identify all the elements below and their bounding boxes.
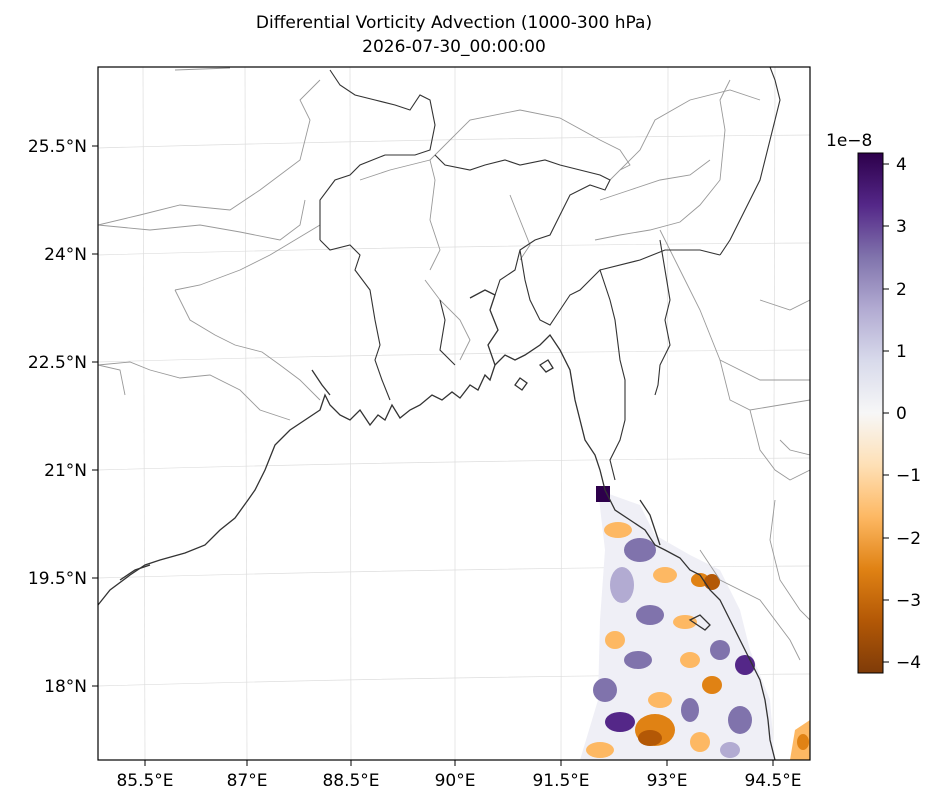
chart-subtitle-timestamp: 2026-07-30_00:00:00: [362, 37, 546, 57]
colorbar-tick-label: −3: [896, 591, 921, 611]
lon-tick-label: 85.5°E: [116, 771, 173, 791]
colorbar-tick-label: 0: [896, 404, 907, 424]
colorbar-exponent-label: 1e−8: [826, 131, 872, 151]
colorbar-tick-label: 2: [896, 280, 907, 300]
borders: [98, 67, 810, 661]
lat-tick-label: 24°N: [44, 245, 87, 265]
lat-tick-label: 18°N: [44, 677, 87, 697]
colorbar-tick-label: −4: [896, 653, 921, 673]
gridlines: [98, 67, 810, 760]
lon-tick-label: 87°E: [227, 771, 268, 791]
colorbar-tick-label: 3: [896, 217, 907, 237]
colorbar-tick-label: −1: [896, 466, 921, 486]
lat-tick-label: 22.5°N: [28, 353, 87, 373]
lon-tick-label: 91.5°E: [532, 771, 589, 791]
colorbar-gradient: [857, 152, 884, 674]
coastline: [98, 289, 776, 760]
advection-field: [580, 486, 810, 760]
map-panel: [98, 67, 810, 760]
chart-title: Differential Vorticity Advection (1000-3…: [255, 13, 653, 33]
lat-axis: 25.5°N 24°N 22.5°N 21°N 19.5°N 18°N: [28, 137, 98, 697]
lat-tick-label: 21°N: [44, 461, 87, 481]
lat-tick-label: 25.5°N: [28, 137, 87, 157]
lon-axis: 85.5°E 87°E 88.5°E 90°E 91.5°E 93°E 94.5…: [116, 760, 802, 791]
lat-tick-label: 19.5°N: [28, 569, 87, 589]
map-frame: [97, 66, 811, 761]
national-borders: [319, 67, 781, 481]
colorbar-tick-label: 4: [896, 155, 907, 175]
lon-tick-label: 88.5°E: [322, 771, 379, 791]
lon-tick-label: 90°E: [435, 771, 476, 791]
colorbar: 1e−8 4 3 2 1 0 −1 −2 −3 −4: [826, 131, 921, 674]
lon-tick-label: 93°E: [647, 771, 688, 791]
colorbar-tick-label: −2: [896, 529, 921, 549]
lon-tick-label: 94.5°E: [744, 771, 801, 791]
colorbar-tick-label: 1: [896, 342, 907, 362]
